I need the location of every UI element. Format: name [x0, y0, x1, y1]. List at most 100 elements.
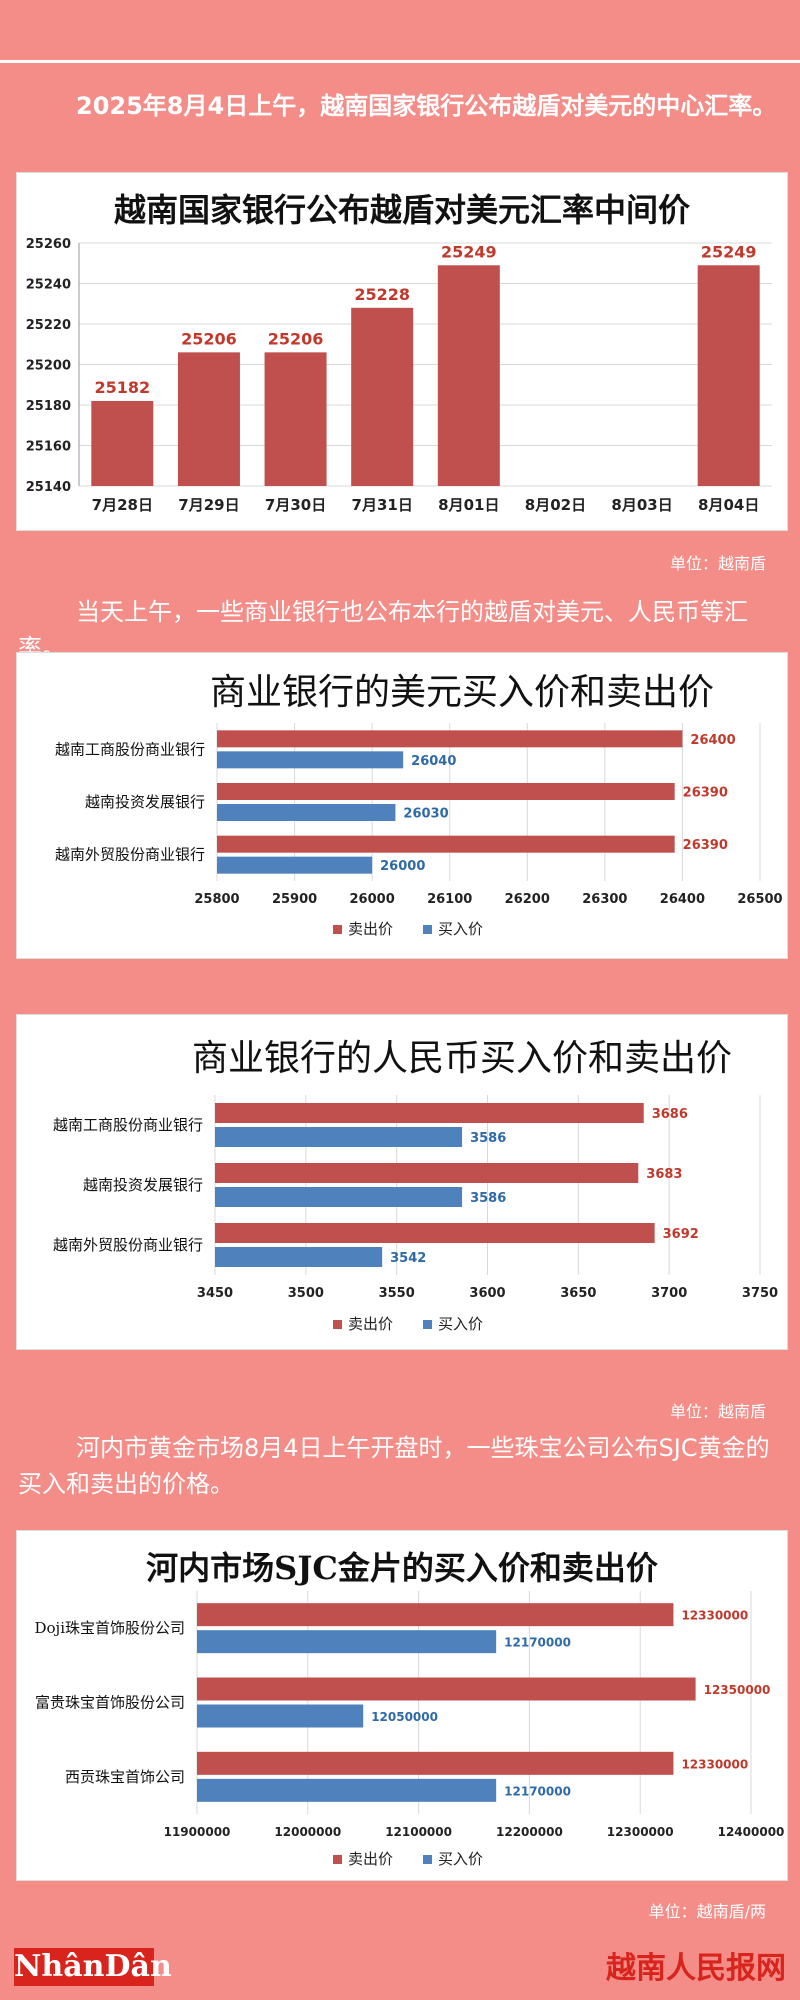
legend-label: 买入价	[438, 1850, 483, 1868]
data-label: 3686	[652, 1107, 688, 1122]
legend-label: 卖出价	[348, 920, 393, 938]
data-label: 12330000	[681, 1757, 748, 1771]
legend-swatch	[423, 1320, 432, 1329]
category-label: Doji珠宝首饰股份公司	[34, 1619, 185, 1637]
bar	[215, 1223, 655, 1243]
legend-swatch	[333, 925, 342, 934]
chart-title-central-rate: 越南国家银行公布越盾对美元汇率中间价	[113, 191, 690, 229]
y-tick-label: 25200	[26, 359, 71, 374]
category-label: 越南投资发展银行	[83, 1176, 203, 1194]
bar	[697, 265, 760, 486]
legend-label: 买入价	[438, 920, 483, 938]
x-tick-label: 7月29日	[178, 496, 239, 514]
legend-label: 卖出价	[348, 1850, 393, 1868]
legend-label: 卖出价	[348, 1315, 393, 1333]
bar	[197, 1630, 497, 1654]
x-tick-label: 3650	[560, 1286, 596, 1301]
bar	[215, 1163, 639, 1183]
bar	[437, 265, 500, 486]
legend-swatch	[423, 1855, 432, 1864]
data-label: 12170000	[504, 1784, 571, 1798]
x-tick-label: 3700	[651, 1286, 687, 1301]
x-tick-label: 7月30日	[265, 496, 326, 514]
data-label: 3586	[470, 1191, 506, 1206]
bar	[197, 1704, 364, 1728]
chart-title-cny: 商业银行的人民币买入价和卖出价	[191, 1038, 732, 1079]
category-label: 越南工商股份商业银行	[55, 740, 205, 758]
unit-label-1: 单位：越南盾	[669, 554, 766, 573]
data-label: 26400	[690, 733, 735, 748]
unit-label-2: 单位：越南盾	[669, 1402, 766, 1421]
data-label: 12350000	[704, 1683, 771, 1697]
x-tick-label: 26500	[737, 892, 782, 907]
chart-panel-cny: 商业银行的人民币买入价和卖出价 3450 3500 3550 3600 3650 3700…	[16, 1014, 788, 1350]
bar	[264, 352, 327, 486]
x-tick-label: 7月28日	[92, 496, 153, 514]
bar	[177, 352, 240, 486]
bar	[217, 783, 675, 800]
chart-panel-usd: 商业银行的美元买入价和卖出价 25800 25900 26000 26100 26200…	[16, 652, 788, 959]
intro-paragraph-3: 河内市黄金市场8月4日上午开盘时，一些珠宝公司公布SJC黄金的买入和卖出的价格。	[18, 1434, 770, 1498]
legend-swatch	[333, 1320, 342, 1329]
legend-label: 买入价	[438, 1315, 483, 1333]
bar	[91, 400, 154, 486]
bar	[217, 856, 373, 874]
central-rate-bar-chart: 25140 25160 25180 25200 25220 25240 25260 25182…	[26, 237, 772, 514]
chart-panel-central-rate: 越南国家银行公布越盾对美元汇率中间价 25140 25160 25180 25200 2…	[16, 172, 788, 531]
legend-swatch	[423, 925, 432, 934]
data-label: 12330000	[681, 1609, 748, 1623]
bar	[197, 1677, 696, 1701]
x-tick-label: 26300	[582, 892, 627, 907]
data-label: 25249	[441, 242, 497, 261]
data-label: 26030	[403, 807, 448, 822]
x-tick-label: 26100	[427, 892, 472, 907]
bar	[217, 751, 404, 769]
unit-label-3: 单位：越南盾/两	[648, 1902, 766, 1921]
x-tick-label: 8月03日	[611, 496, 672, 514]
category-label: 越南投资发展银行	[85, 793, 205, 811]
y-tick-label: 25140	[26, 480, 71, 495]
x-tick-label: 12400000	[718, 1825, 785, 1839]
x-tick-label: 12100000	[385, 1825, 452, 1839]
category-label: 越南工商股份商业银行	[53, 1116, 203, 1134]
bar	[197, 1751, 674, 1775]
x-tick-label: 12000000	[274, 1825, 341, 1839]
bar	[215, 1103, 644, 1123]
cny-bar-chart: 3450 3500 3550 3600 3650 3700 3750 3686 3586 越南工商…	[53, 1095, 778, 1333]
x-tick-label: 8月02日	[525, 496, 586, 514]
category-label: 西贡珠宝首饰公司	[65, 1768, 185, 1786]
site-logo: 越南人民报网	[606, 1951, 786, 1986]
y-tick-label: 25180	[26, 399, 71, 414]
gold-bar-chart: 11900000 12000000 12100000 12200000 12300000…	[34, 1591, 785, 1868]
chart-title-usd: 商业银行的美元买入价和卖出价	[209, 672, 714, 713]
data-label: 25249	[701, 242, 757, 261]
data-label: 3683	[646, 1167, 682, 1182]
y-tick-label: 25160	[26, 440, 71, 455]
data-label: 12050000	[371, 1710, 438, 1724]
chart-panel-gold: 河内市场SJC金片的买入价和卖出价 11900000 12000000 121000…	[16, 1530, 788, 1881]
category-label: 富贵珠宝首饰股份公司	[35, 1694, 185, 1712]
nhandan-logo: NhânDân	[14, 1948, 172, 1986]
y-tick-label: 25240	[26, 278, 71, 293]
x-tick-label: 8月04日	[698, 496, 759, 514]
x-tick-label: 3500	[288, 1286, 324, 1301]
data-label: 25228	[354, 285, 410, 304]
category-label: 越南外贸股份商业银行	[55, 846, 205, 864]
usd-bar-chart: 25800 25900 26000 26100 26200 26300 26400 26500…	[55, 723, 783, 938]
top-divider	[0, 60, 800, 63]
intro-paragraph-2: 当天上午，一些商业银行也公布本行的越盾对美元、人民币等汇率。	[18, 598, 748, 662]
data-label: 25206	[181, 329, 237, 348]
x-tick-label: 3450	[197, 1286, 233, 1301]
x-tick-label: 8月01日	[438, 496, 499, 514]
x-tick-label: 12300000	[607, 1825, 674, 1839]
y-tick-label: 25260	[26, 237, 71, 252]
intro-paragraph-1: 2025年8月4日上午，越南国家银行公布越盾对美元的中心汇率。	[76, 92, 777, 120]
bar	[197, 1778, 497, 1802]
bar	[217, 835, 675, 853]
data-label: 26390	[683, 786, 728, 801]
bar	[351, 307, 414, 486]
legend-swatch	[333, 1855, 342, 1864]
bar	[197, 1603, 674, 1627]
bar	[215, 1127, 463, 1147]
chart-title-gold: 河内市场SJC金片的买入价和卖出价	[146, 1549, 658, 1587]
